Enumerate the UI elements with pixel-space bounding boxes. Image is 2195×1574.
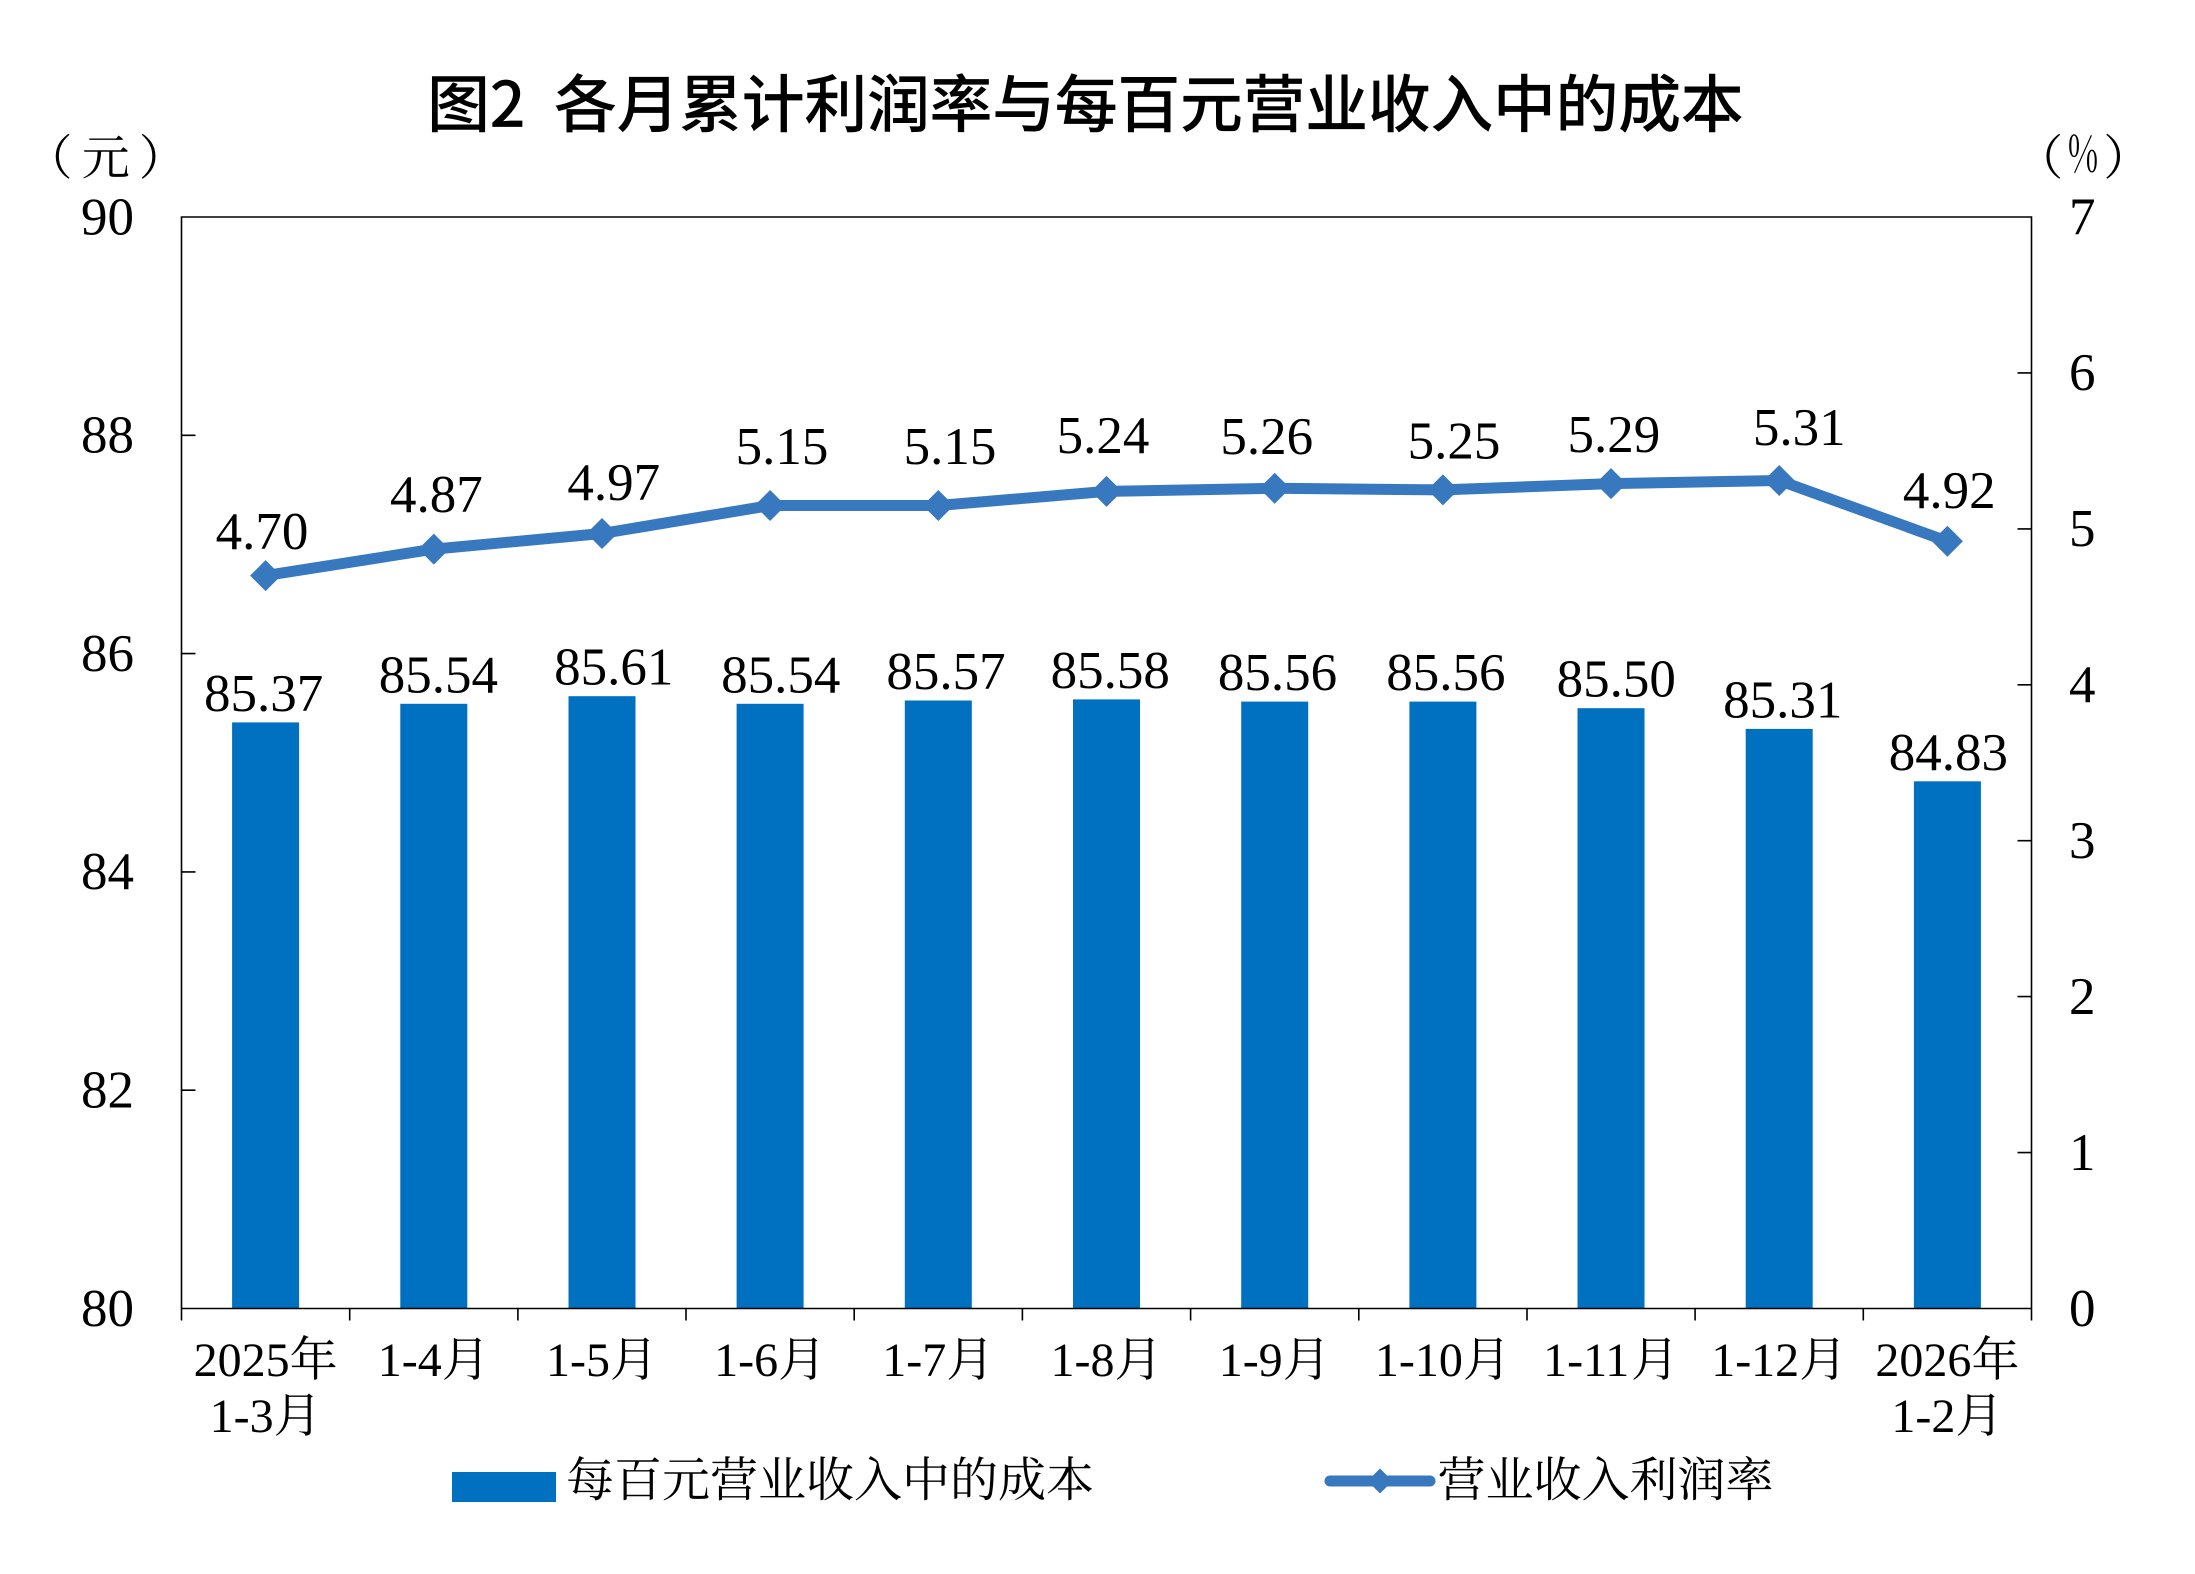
svg-text:2025: 2025 bbox=[194, 1334, 290, 1387]
svg-text:3: 3 bbox=[2069, 812, 2096, 870]
svg-text:4: 4 bbox=[2069, 656, 2096, 714]
svg-text:88: 88 bbox=[81, 407, 134, 465]
svg-text:4.87: 4.87 bbox=[390, 466, 483, 524]
svg-text:1-6: 1-6 bbox=[714, 1334, 778, 1387]
svg-text:1-12: 1-12 bbox=[1711, 1334, 1799, 1387]
svg-text:82: 82 bbox=[81, 1062, 134, 1120]
svg-text:1-7: 1-7 bbox=[882, 1334, 946, 1387]
svg-text:85.54: 85.54 bbox=[721, 646, 840, 704]
svg-text:5.26: 5.26 bbox=[1220, 408, 1313, 466]
svg-text:5: 5 bbox=[2069, 500, 2096, 558]
svg-text:1-5: 1-5 bbox=[546, 1334, 610, 1387]
svg-text:5.24: 5.24 bbox=[1057, 407, 1150, 465]
svg-text:1-3: 1-3 bbox=[210, 1390, 274, 1443]
svg-text:4.97: 4.97 bbox=[567, 454, 660, 512]
svg-text:80: 80 bbox=[81, 1280, 134, 1338]
svg-text:84: 84 bbox=[81, 843, 134, 901]
svg-text:7: 7 bbox=[2069, 188, 2096, 246]
svg-text:85.50: 85.50 bbox=[1557, 651, 1676, 709]
svg-text:2026: 2026 bbox=[1875, 1334, 1971, 1387]
svg-text:1: 1 bbox=[2069, 1124, 2096, 1182]
svg-text:5.15: 5.15 bbox=[904, 418, 997, 476]
svg-text:1-11: 1-11 bbox=[1543, 1334, 1629, 1387]
svg-text:2: 2 bbox=[2069, 968, 2096, 1026]
svg-text:1-8: 1-8 bbox=[1051, 1334, 1115, 1387]
svg-text:0: 0 bbox=[2069, 1280, 2096, 1338]
svg-text:1-9: 1-9 bbox=[1219, 1334, 1283, 1387]
svg-text:90: 90 bbox=[81, 188, 134, 246]
svg-text:5.31: 5.31 bbox=[1753, 399, 1846, 457]
svg-text:5.15: 5.15 bbox=[736, 418, 829, 476]
svg-text:85.57: 85.57 bbox=[886, 643, 1005, 701]
svg-text:85.54: 85.54 bbox=[379, 646, 498, 704]
svg-text:4.70: 4.70 bbox=[216, 503, 309, 561]
svg-text:85.56: 85.56 bbox=[1218, 644, 1337, 702]
svg-text:1-4: 1-4 bbox=[378, 1334, 442, 1387]
svg-text:85.61: 85.61 bbox=[554, 639, 673, 697]
svg-text:85.56: 85.56 bbox=[1386, 644, 1505, 702]
svg-text:85.58: 85.58 bbox=[1051, 642, 1170, 700]
svg-text:85.37: 85.37 bbox=[204, 665, 323, 723]
svg-text:1-2: 1-2 bbox=[1891, 1390, 1955, 1443]
svg-text:1-10: 1-10 bbox=[1375, 1334, 1463, 1387]
svg-text:85.31: 85.31 bbox=[1723, 671, 1842, 729]
svg-text:4.92: 4.92 bbox=[1903, 462, 1996, 520]
svg-text:6: 6 bbox=[2069, 344, 2096, 402]
svg-text:5.25: 5.25 bbox=[1408, 412, 1501, 470]
svg-text:5.29: 5.29 bbox=[1568, 406, 1661, 464]
svg-text:86: 86 bbox=[81, 625, 134, 683]
svg-text:84.83: 84.83 bbox=[1889, 724, 2008, 782]
